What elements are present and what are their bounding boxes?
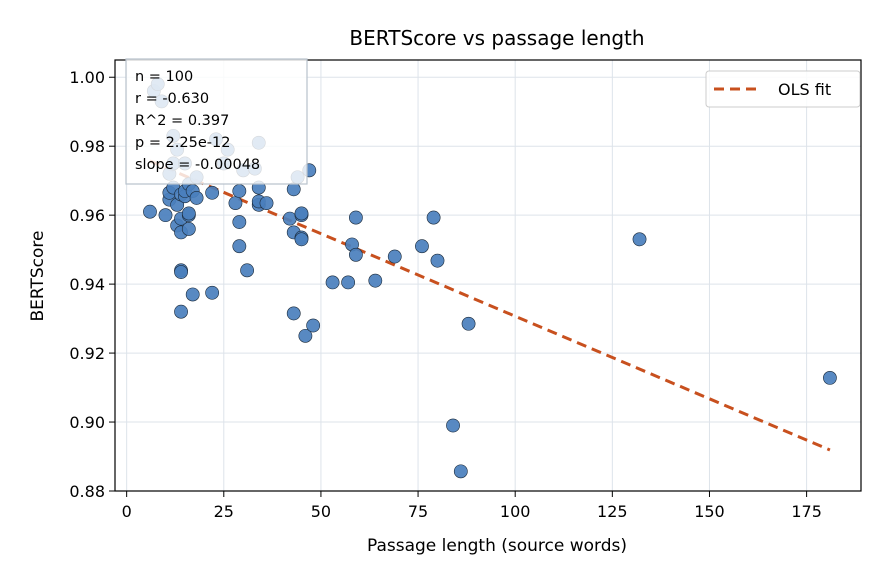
x-tick-label: 0: [122, 502, 132, 521]
data-point: [294, 232, 309, 247]
x-axis-label: Passage length (source words): [367, 536, 627, 556]
x-tick-label: 150: [694, 502, 725, 521]
x-tick-label: 50: [311, 502, 331, 521]
stats-box-frame: [125, 58, 308, 185]
data-point: [823, 371, 837, 385]
data-point: [174, 304, 188, 319]
data-point: [189, 191, 204, 205]
data-point: [415, 239, 429, 254]
legend-label-ols-fit: OLS fit: [778, 80, 831, 99]
data-point: [259, 196, 274, 210]
data-point: [298, 328, 313, 343]
data-point: [240, 263, 255, 278]
data-point: [446, 418, 460, 433]
ols-fit-line: [149, 159, 831, 452]
data-point: [232, 215, 247, 229]
y-tick-label: 0.88: [69, 482, 105, 501]
stats-line-p: p = 2.25e-12: [135, 135, 230, 151]
data-point: [294, 206, 309, 221]
y-tick-label: 0.98: [69, 137, 105, 156]
stats-line-r2: R^2 = 0.397: [135, 113, 229, 129]
y-tick-label: 0.94: [69, 275, 105, 294]
data-point: [181, 206, 196, 221]
data-point: [348, 247, 363, 262]
x-tick-label: 175: [791, 502, 822, 521]
legend-frame: [705, 70, 861, 108]
data-point: [461, 316, 476, 331]
ols-fit-layer: [149, 159, 831, 452]
stats-box: n = 100 r = -0.630 R^2 = 0.397 p = 2.25e…: [125, 58, 308, 185]
data-point: [282, 211, 297, 226]
data-point: [341, 275, 356, 290]
data-point: [228, 196, 243, 210]
data-point: [325, 275, 340, 290]
y-tick-label: 0.90: [69, 413, 105, 432]
axes: 0 25 50 75 100 125 150 175 0.88 0.90 0.92 0.94 0.96 0…: [69, 68, 822, 521]
x-tick-label: 125: [597, 502, 628, 521]
legend: OLS fit: [705, 70, 861, 108]
data-point: [158, 208, 173, 223]
x-tick-label: 100: [500, 502, 531, 521]
data-point: [143, 204, 157, 219]
x-tick-label: 25: [214, 502, 234, 521]
data-point: [286, 182, 301, 197]
data-point: [174, 265, 188, 279]
chart-title: BERTScore vs passage length: [349, 26, 644, 50]
data-point: [368, 273, 383, 288]
data-point: [306, 318, 321, 333]
data-point: [181, 222, 196, 236]
stats-line-slope: slope = -0.00048: [135, 157, 260, 173]
data-point: [205, 185, 220, 200]
stats-line-n: n = 100: [135, 69, 193, 85]
data-point: [426, 210, 441, 225]
data-point: [453, 464, 468, 479]
data-point: [205, 285, 220, 300]
data-point: [348, 210, 363, 225]
y-axis-label: BERTScore: [28, 231, 48, 322]
y-tick-label: 0.96: [69, 206, 105, 225]
data-point: [185, 287, 200, 302]
plot-frame: [114, 59, 862, 492]
y-tick-label: 0.92: [69, 344, 105, 363]
data-point: [232, 239, 247, 254]
stats-line-r: r = -0.630: [135, 91, 209, 107]
y-tick-label: 1.00: [69, 68, 105, 87]
data-point: [232, 184, 247, 198]
x-tick-label: 75: [408, 502, 428, 521]
data-point: [632, 232, 647, 247]
data-point: [387, 249, 402, 264]
data-point: [286, 306, 301, 321]
data-point: [430, 253, 445, 268]
